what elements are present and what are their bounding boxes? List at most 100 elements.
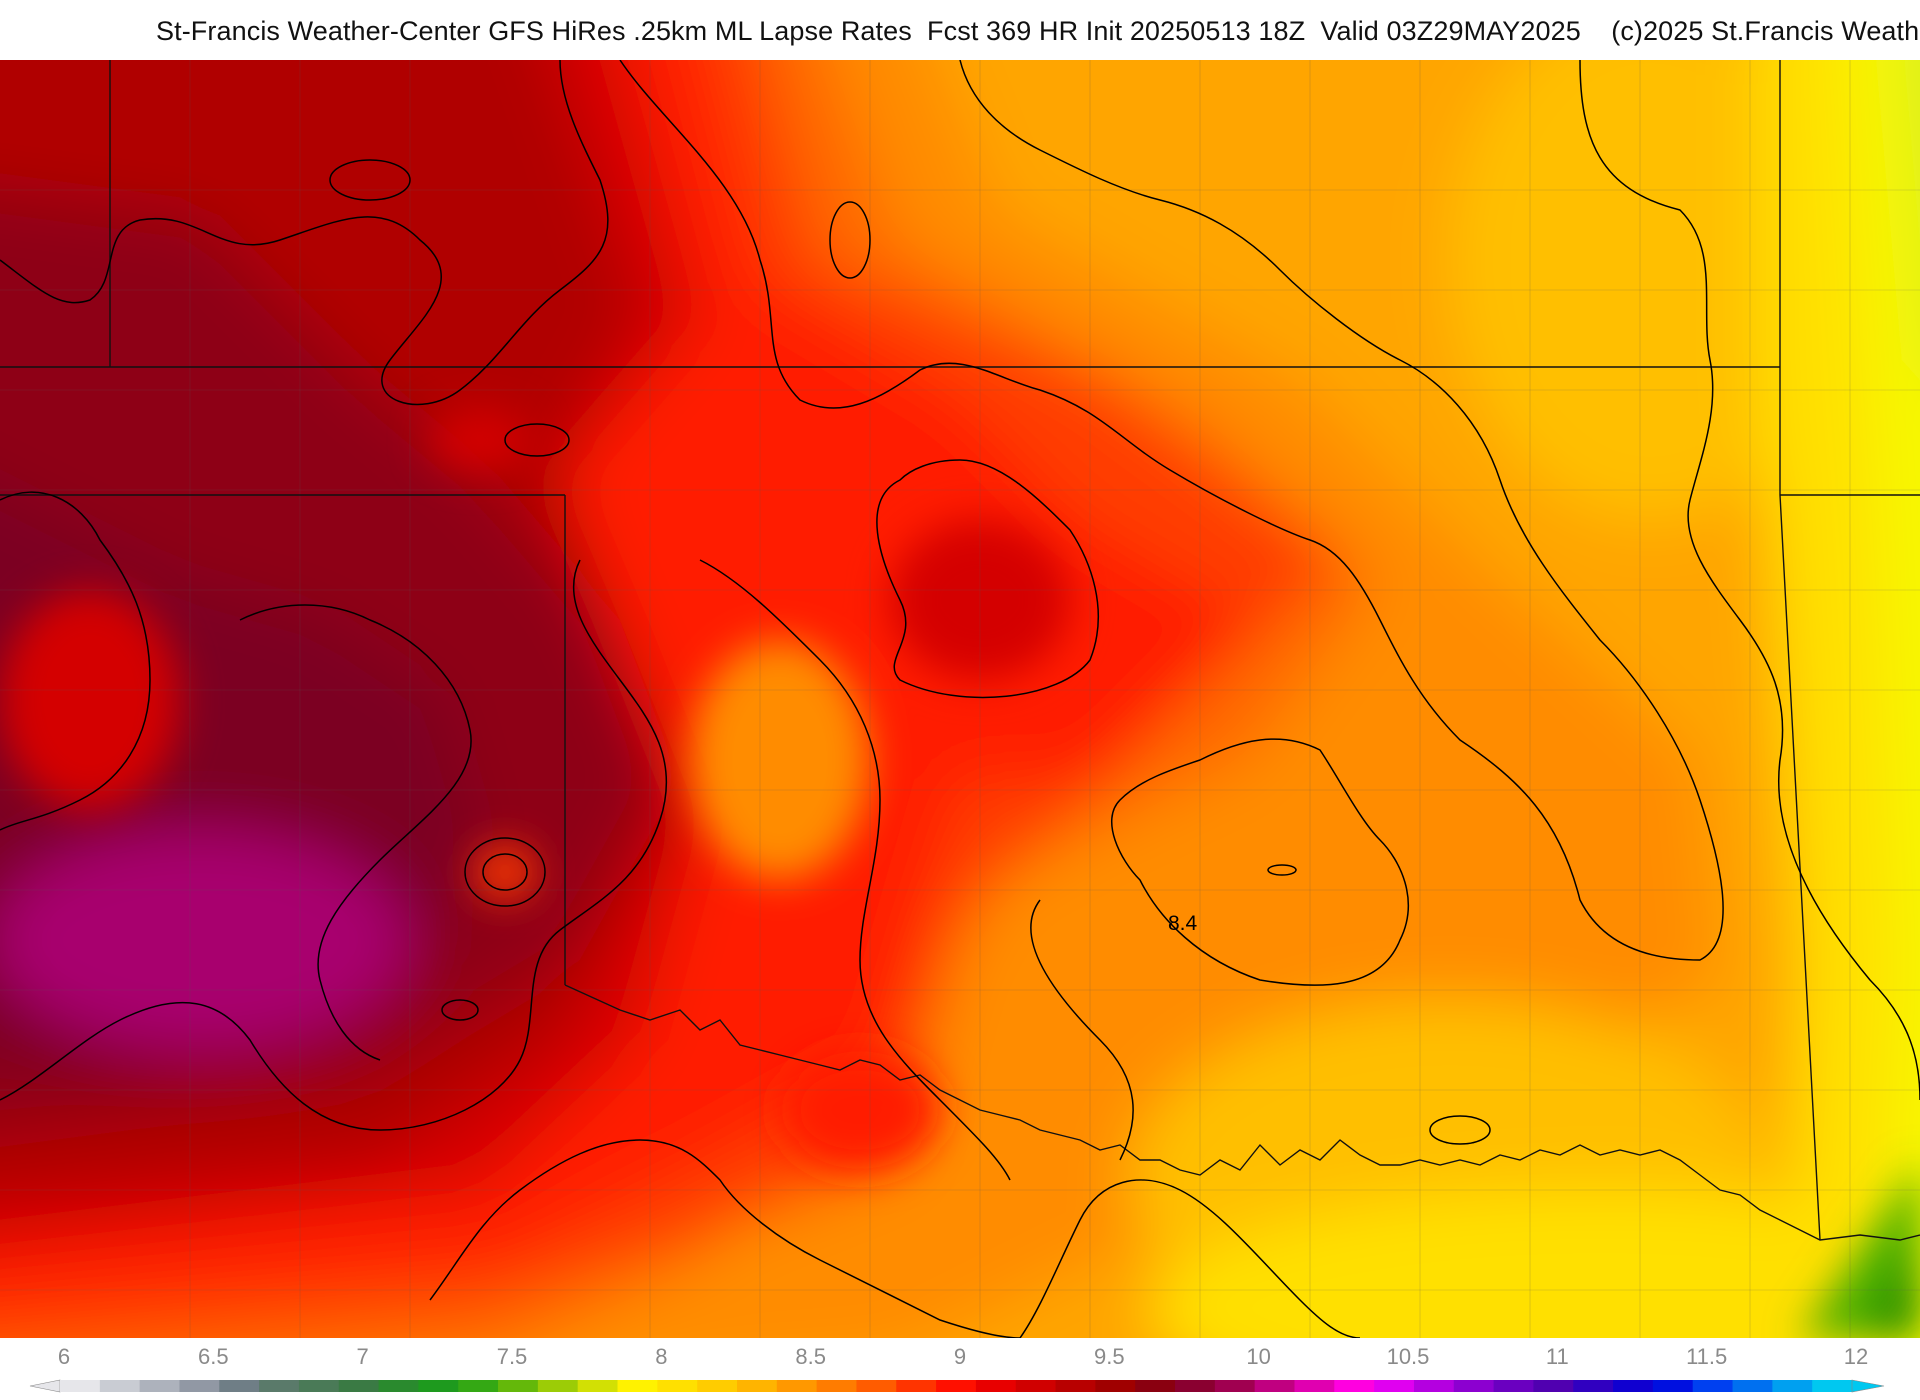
colorbar-swatch [99, 1380, 141, 1392]
contour-center-north [619, 60, 1724, 961]
map-title: St-Francis Weather-Center GFS HiRes .25k… [156, 16, 1920, 46]
colorbar-swatch [816, 1380, 857, 1392]
colorbar-swatch [139, 1380, 180, 1392]
colorbar-tick-label: 9 [953, 1344, 967, 1369]
colorbar: 6 6.5 7 7.5 8 8.5 9 9.5 10 10.5 11 11.5 12 [0, 1338, 1920, 1400]
colorbar-tick-label: 11 [1545, 1344, 1569, 1369]
colorbar-arrow-low [29, 1379, 61, 1393]
colorbar-swatch [298, 1380, 340, 1392]
contour-central-oval [876, 459, 1099, 699]
fill-red-blob-central [890, 520, 1070, 680]
colorbar-swatch [1652, 1380, 1694, 1392]
fill-magenta [0, 830, 410, 1050]
contour-oval-small [1267, 864, 1297, 876]
colorbar-swatch [776, 1380, 818, 1392]
colorbar-swatch [1055, 1380, 1096, 1392]
colorbar-swatch [1175, 1380, 1216, 1392]
colorbar-swatch [1732, 1380, 1773, 1392]
contour-inner-south [1030, 899, 1134, 1161]
colorbar-strip [29, 1379, 1885, 1393]
colorbar-swatch [1493, 1380, 1534, 1392]
colorbar-tick-label: 7.5 [496, 1344, 528, 1369]
fill-bright-red-blob [780, 1050, 940, 1170]
contour-west-lower [0, 559, 668, 1131]
colorbar-swatch [259, 1380, 300, 1392]
colorbar-tick-label: 6 [57, 1344, 71, 1369]
colorbar-swatch [1812, 1380, 1853, 1392]
colorbar-swatch [736, 1380, 778, 1392]
contour-center-vertical [699, 559, 1011, 1181]
colorbar-swatch [458, 1380, 499, 1392]
colorbar-swatch [697, 1380, 738, 1392]
colorbar-swatch [936, 1380, 977, 1392]
colorbar-swatch [1214, 1380, 1256, 1392]
colorbar-swatch [1573, 1380, 1614, 1392]
colorbar-swatch [418, 1380, 459, 1392]
colorbar-swatch [179, 1380, 220, 1392]
contour-south-east [1019, 1179, 1361, 1338]
fill-orange-blob [690, 640, 870, 880]
colorbar-swatch [1374, 1380, 1415, 1392]
contour-oval-center [504, 423, 570, 457]
contour-oval-se [1429, 1115, 1491, 1145]
fill-red-blob-west [0, 590, 180, 810]
colorbar-swatch [1015, 1380, 1057, 1392]
contour-ne [1579, 60, 1920, 1101]
contour-south-loop [1111, 738, 1409, 986]
contour-west-inner [239, 604, 472, 1061]
colorbar-tick-label: 6.5 [198, 1344, 229, 1369]
contour-oval-sw [441, 999, 479, 1021]
fill-yellow-light [1846, 60, 1920, 1338]
fill-dark-green-corner [1860, 1240, 1920, 1338]
colorbar-swatch [1453, 1380, 1495, 1392]
colorbar-arrow-high [1851, 1379, 1885, 1393]
colorbar-swatch [1533, 1380, 1574, 1392]
colorbar-swatch [657, 1380, 698, 1392]
colorbar-tick-label: 11.5 [1686, 1344, 1728, 1369]
colorbar-swatch [975, 1380, 1017, 1392]
county-lines [0, 60, 1920, 1338]
colorbar-swatch [219, 1380, 260, 1392]
colorbar-tick-label: 8 [655, 1344, 668, 1369]
colorbar-tick-label: 8.5 [795, 1344, 826, 1369]
colorbar-swatch [1692, 1380, 1734, 1392]
colorbar-swatch [617, 1380, 658, 1392]
border-river-south [564, 984, 1920, 1241]
fill-red-blob-north [430, 410, 530, 470]
colorbar-tick-label: 9.5 [1094, 1344, 1125, 1369]
colorbar-swatch [1334, 1380, 1375, 1392]
contour-north-west [0, 60, 609, 406]
colorbar-swatch [856, 1380, 897, 1392]
header: St-Francis Weather-Center GFS HiRes .25k… [0, 0, 1920, 60]
colorbar-swatch [498, 1380, 539, 1392]
colorbar-swatch [1413, 1380, 1455, 1392]
colorbar-swatch [1254, 1380, 1295, 1392]
colorbar-swatch [1294, 1380, 1335, 1392]
fill-yellow-green [1904, 60, 1920, 244]
colorbar-tick-label: 10 [1246, 1344, 1271, 1369]
colorbar-tick-label: 10.5 [1386, 1344, 1430, 1369]
colorbar-swatch [1095, 1380, 1136, 1392]
contour-oval-ring-1 [464, 837, 546, 907]
contour-south-central [429, 1139, 1021, 1338]
fill-yellow-south [1150, 1190, 1920, 1338]
contour-west-long [0, 491, 151, 831]
contour-oval-nw [329, 159, 411, 201]
state-borders [0, 60, 1920, 1241]
colorbar-swatch [537, 1380, 579, 1392]
fill-gold-ne [1450, 60, 1850, 520]
colorbar-swatch [1613, 1380, 1654, 1392]
colorbar-tick-label: 12 [1843, 1344, 1869, 1369]
colorbar-swatch [896, 1380, 937, 1392]
contour-label-8-4: 8.4 [1168, 912, 1198, 935]
contour-oval-ring-2 [482, 853, 528, 891]
colorbar-swatch [338, 1380, 380, 1392]
colorbar-tick-label: 7 [356, 1344, 369, 1369]
colorbar-swatch [60, 1380, 101, 1392]
contour-lines [0, 60, 1920, 1338]
colorbar-swatch [577, 1380, 619, 1392]
lapse-rate-map: 8.4 [0, 60, 1920, 1338]
contour-oval-ne [829, 201, 871, 279]
colorbar-swatch [1135, 1380, 1176, 1392]
colorbar-swatch [1772, 1380, 1813, 1392]
